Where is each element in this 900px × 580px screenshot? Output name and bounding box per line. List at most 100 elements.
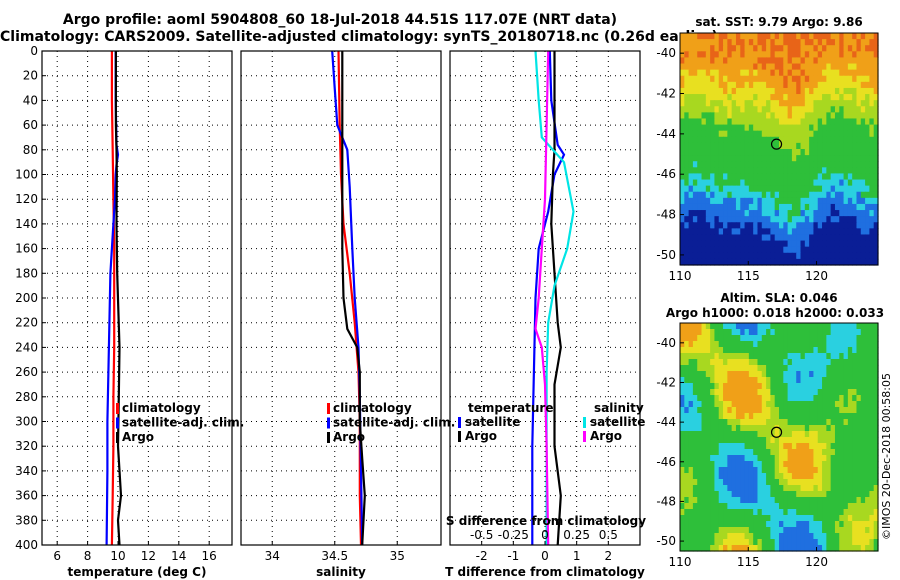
map-cell — [822, 130, 827, 138]
map-cell — [753, 173, 759, 181]
map-cell — [766, 246, 771, 254]
map-cell — [727, 142, 733, 150]
map-cell — [688, 222, 694, 229]
map-cell — [680, 124, 685, 132]
map-cell — [748, 210, 754, 217]
map-cell — [766, 51, 771, 59]
map-cell — [791, 69, 797, 77]
map-cell — [869, 461, 875, 468]
map-cell — [774, 246, 780, 254]
map-cell — [843, 377, 849, 384]
map-cell — [804, 341, 810, 348]
map-cell — [723, 75, 728, 83]
map-cell — [847, 185, 853, 193]
map-cell — [748, 94, 754, 101]
map-cell — [710, 149, 716, 156]
map-cell — [705, 359, 711, 366]
map-cell — [731, 479, 737, 486]
map-cell — [779, 455, 784, 462]
map-cell — [779, 443, 784, 450]
map-cell — [740, 51, 746, 59]
map-cell — [774, 63, 780, 71]
map-cell — [766, 87, 771, 95]
map-cell — [740, 191, 746, 199]
map-cell — [796, 130, 802, 138]
map-lat-label: -46 — [656, 455, 676, 469]
map-cell — [748, 57, 754, 65]
map-cell — [860, 112, 866, 120]
map-cell — [856, 81, 862, 89]
map-cell — [757, 246, 763, 254]
map-cell — [804, 491, 810, 498]
map-cell — [766, 395, 771, 402]
map-cell — [701, 527, 707, 534]
map-cell — [865, 130, 870, 138]
map-cell — [834, 94, 840, 101]
map-cell — [757, 45, 763, 52]
map-cell — [856, 383, 862, 390]
map-cell — [847, 124, 853, 132]
map-cell — [770, 234, 776, 242]
map-cell — [697, 161, 703, 168]
map-cell — [753, 479, 759, 486]
map-cell — [718, 401, 724, 408]
map-cell — [860, 118, 866, 126]
map-cell — [804, 539, 810, 546]
map-cell — [826, 431, 832, 438]
map-cell — [796, 521, 802, 528]
map-cell — [684, 185, 690, 193]
map-cell — [860, 167, 866, 175]
map-cell — [723, 106, 728, 113]
map-cell — [692, 234, 698, 242]
map-cell — [869, 491, 875, 498]
map-cell — [830, 45, 836, 52]
map-cell — [830, 222, 836, 229]
map-cell — [705, 222, 711, 229]
map-cell — [718, 130, 724, 138]
map-cell — [860, 329, 866, 336]
legend-label: climatology — [122, 401, 201, 415]
map-cell — [684, 539, 690, 546]
map-cell — [748, 222, 754, 229]
map-cell — [744, 112, 750, 120]
map-cell — [727, 246, 733, 254]
map-cell — [727, 503, 733, 510]
map-cell — [705, 124, 711, 132]
map-cell — [723, 353, 728, 360]
map-cell — [710, 539, 716, 546]
map-cell — [766, 353, 771, 360]
map-cell — [873, 473, 879, 480]
map-cell — [697, 179, 703, 187]
map-cell — [714, 167, 720, 175]
map-cell — [779, 69, 784, 77]
map-cell — [731, 258, 737, 266]
map-cell — [697, 347, 703, 354]
map-cell — [869, 246, 875, 254]
legend-swatch — [116, 417, 119, 429]
map-cell — [826, 503, 832, 510]
map-cell — [718, 75, 724, 83]
map-cell — [860, 161, 866, 168]
map-cell — [766, 389, 771, 396]
map-cell — [834, 136, 840, 144]
map-cell — [744, 389, 750, 396]
map-cell — [710, 246, 716, 254]
map-cell — [714, 539, 720, 546]
map-cell — [822, 136, 827, 144]
map-cell — [852, 527, 858, 534]
map-cell — [865, 197, 870, 205]
map-cell — [834, 425, 840, 432]
map-cell — [856, 491, 862, 498]
map-cell — [740, 539, 746, 546]
map-cell — [869, 179, 875, 187]
map-cell — [761, 407, 767, 414]
map-cell — [705, 365, 711, 372]
map-cell — [813, 335, 819, 342]
map-cell — [783, 545, 789, 552]
map-cell — [791, 197, 797, 205]
map-cell — [869, 467, 875, 474]
map-cell — [843, 75, 849, 83]
map-cell — [791, 136, 797, 144]
map-cell — [839, 413, 845, 420]
